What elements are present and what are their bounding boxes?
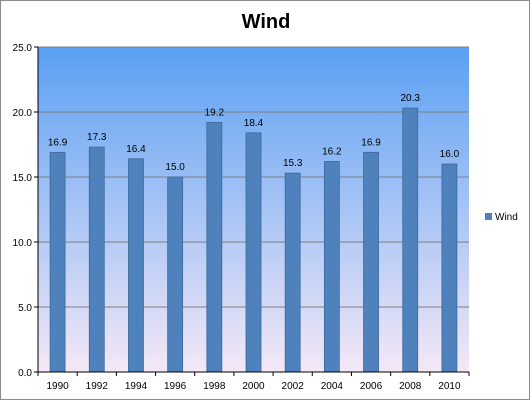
bar-1992 bbox=[88, 146, 105, 373]
x-tick-label-2010: 2010 bbox=[438, 381, 461, 392]
x-tick-label-1994: 1994 bbox=[125, 381, 148, 392]
data-label-1996: 15.0 bbox=[165, 162, 185, 173]
x-tick-label-1998: 1998 bbox=[203, 381, 226, 392]
bar-2002 bbox=[284, 172, 301, 373]
bar-2006 bbox=[363, 151, 379, 373]
x-tick-label-2008: 2008 bbox=[399, 381, 422, 392]
data-label-1994: 16.4 bbox=[126, 144, 146, 155]
y-tick-label: 20.0 bbox=[13, 108, 33, 119]
y-tick-label: 15.0 bbox=[13, 173, 33, 184]
legend-swatch-wind bbox=[485, 213, 492, 220]
data-label-2008: 20.3 bbox=[400, 93, 420, 104]
y-tick-label: 10.0 bbox=[13, 238, 33, 249]
data-label-2006: 16.9 bbox=[361, 137, 381, 148]
bar-1996 bbox=[167, 176, 184, 373]
bar-2008 bbox=[402, 107, 419, 373]
bar-2004 bbox=[323, 160, 340, 373]
data-label-2000: 18.4 bbox=[244, 118, 264, 129]
chart-title: Wind bbox=[242, 11, 291, 33]
bar-1994 bbox=[128, 158, 144, 373]
data-label-1990: 16.9 bbox=[48, 137, 68, 148]
data-label-2004: 16.2 bbox=[322, 146, 342, 157]
legend-label-wind: Wind bbox=[495, 212, 518, 223]
legend: Wind bbox=[485, 212, 518, 223]
data-label-1998: 19.2 bbox=[205, 107, 225, 118]
x-tick-label-2006: 2006 bbox=[360, 381, 383, 392]
bar-1990 bbox=[49, 151, 66, 373]
x-tick-label-2002: 2002 bbox=[282, 381, 305, 392]
data-labels: 16.9 17.3 16.4 15.0 19.2 18.4 15.3 16.2 16.9 20.3… bbox=[48, 93, 460, 173]
bar-1998 bbox=[206, 122, 223, 373]
y-tick-label: 5.0 bbox=[18, 303, 32, 314]
data-label-1992: 17.3 bbox=[87, 132, 107, 143]
y-tick-label: 0.0 bbox=[18, 368, 32, 379]
x-tick-label-1992: 1992 bbox=[86, 381, 109, 392]
x-tick-label-2000: 2000 bbox=[242, 381, 265, 392]
x-tick-label-1996: 1996 bbox=[164, 381, 187, 392]
bar-2010 bbox=[441, 163, 458, 373]
x-axis: 1990 1992 1994 1996 1998 2000 2002 2004 2006 2008… bbox=[37, 371, 470, 392]
data-label-2010: 16.0 bbox=[440, 149, 460, 160]
bar-2000 bbox=[245, 132, 262, 373]
y-axis: 0.0 5.0 10.0 15.0 20.0 25.0 bbox=[13, 43, 39, 379]
x-tick-label-1990: 1990 bbox=[46, 381, 69, 392]
data-label-2002: 15.3 bbox=[283, 158, 303, 169]
y-tick-label: 25.0 bbox=[13, 43, 33, 54]
x-tick-label-2004: 2004 bbox=[321, 381, 344, 392]
